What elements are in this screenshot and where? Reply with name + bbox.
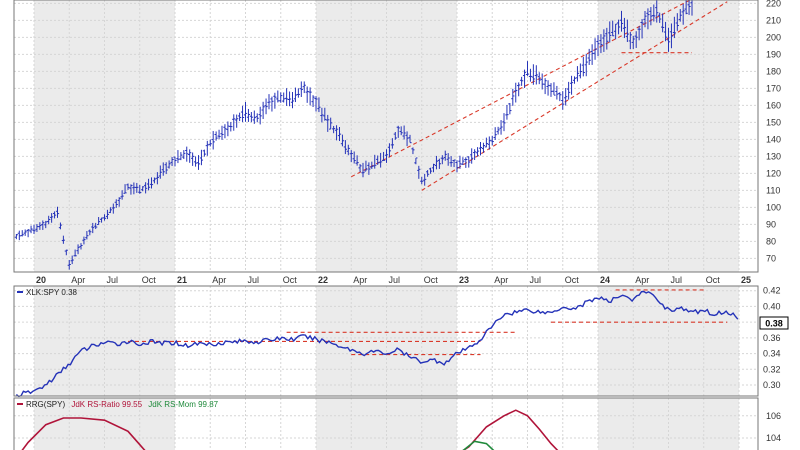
x-axis-tick-label: Apr	[353, 275, 367, 285]
price-bars	[14, 0, 693, 270]
ratio-value-box: 0.38	[759, 316, 789, 330]
time-axis: 20 Apr Jul Oct 21 Apr Jul Oct 22 Apr Jul Oct 23 Apr Ju…	[36, 275, 751, 285]
rrg-label-base: RRG(SPY)	[26, 400, 65, 409]
ratio-y-tick-label: 0.42	[763, 286, 781, 296]
ratio-series-line	[15, 290, 739, 398]
rrg-panel: 106 104 RRG(SPY) JdK RS-Ratio 99.55 JdK R…	[13, 397, 781, 450]
x-axis-tick-label: Apr	[635, 275, 649, 285]
rrg-y-tick-label: 106	[766, 411, 781, 421]
price-y-tick-label: 190	[766, 49, 781, 59]
ratio-y-tick-label: 0.36	[763, 333, 781, 343]
rrg-label-rs-mom: JdK RS-Mom 99.87	[148, 400, 218, 409]
price-y-tick-label: 200	[766, 32, 781, 42]
ratio-value-box-frame	[759, 316, 789, 330]
x-axis-tick-label: Apr	[71, 275, 85, 285]
price-y-tick-label: 170	[766, 83, 781, 93]
price-panel: 220 210 200 190 180 170 160 150 140 130 120 110 100 9…	[13, 0, 781, 273]
price-y-tick-label: 100	[766, 202, 781, 212]
ratio-y-tick-label: 0.30	[763, 380, 781, 390]
price-y-tick-label: 210	[766, 15, 781, 25]
ratio-y-tick-label: 0.32	[763, 364, 781, 374]
price-y-tick-label: 150	[766, 117, 781, 127]
x-axis-tick-label: Oct	[565, 275, 580, 285]
price-y-tick-label: 140	[766, 134, 781, 144]
x-axis-tick-label: Jul	[389, 275, 401, 285]
price-y-tick-label: 180	[766, 66, 781, 76]
x-axis-tick-label: Oct	[142, 275, 157, 285]
price-channel-line	[350, 0, 692, 178]
price-y-tick-label: 160	[766, 100, 781, 110]
price-y-tick-label: 110	[766, 185, 780, 195]
ratio-frame	[13, 285, 759, 397]
x-axis-tick-label: 24	[600, 275, 610, 285]
x-axis-tick-label: 20	[36, 275, 46, 285]
rrg-frame	[13, 397, 759, 450]
x-axis-tick-label: Oct	[706, 275, 721, 285]
ratio-value-box-text: 0.38	[765, 319, 783, 329]
price-y-tick-label: 220	[766, 0, 781, 8]
ratio-y-tick-label: 0.34	[763, 349, 781, 359]
price-y-tick-label: 90	[766, 219, 776, 229]
x-axis-tick-label: Jul	[671, 275, 683, 285]
rrg-label-rs-ratio: JdK RS-Ratio 99.55	[71, 400, 142, 409]
x-axis-tick-label: Jul	[107, 275, 119, 285]
price-y-tick-label: 120	[766, 168, 781, 178]
ratio-trend-lines	[128, 289, 728, 356]
ratio-y-tick-label: 0.40	[763, 301, 781, 311]
ratio-legend: XLK:SPY 0.38	[17, 288, 78, 297]
x-axis-tick-label: 23	[459, 275, 469, 285]
x-axis-tick-label: 21	[177, 275, 187, 285]
ratio-label: XLK:SPY 0.38	[26, 288, 78, 297]
rrg-label: RRG(SPY) JdK RS-Ratio 99.55 JdK RS-Mom 9…	[26, 400, 219, 409]
price-y-tick-label: 80	[766, 236, 776, 246]
rrg-y-tick-label: 104	[766, 433, 781, 443]
rrg-grid	[14, 398, 758, 450]
price-trend-lines	[350, 0, 728, 191]
x-axis-tick-label: 25	[741, 275, 751, 285]
x-axis-tick-label: Apr	[212, 275, 226, 285]
ratio-shading	[34, 286, 739, 396]
price-y-tick-label: 70	[766, 253, 776, 263]
x-axis-tick-label: 22	[318, 275, 328, 285]
rs-mom-line	[462, 440, 495, 450]
year-shade-band	[598, 286, 739, 396]
rrg-y-axis: 106 104	[766, 411, 781, 443]
ratio-panel: 0.42 0.40 0.38 0.36 0.34 0.32 0.30 XLK:SPY 0.3…	[13, 285, 789, 398]
price-y-tick-label: 130	[766, 151, 781, 161]
price-channel-line	[421, 1, 728, 191]
rs-ratio-line	[21, 409, 559, 450]
x-axis-tick-label: Jul	[530, 275, 542, 285]
price-frame	[13, 0, 759, 273]
x-axis-tick-label: Oct	[283, 275, 298, 285]
x-axis-tick-label: Jul	[248, 275, 260, 285]
x-axis-tick-label: Oct	[424, 275, 439, 285]
price-y-axis: 220 210 200 190 180 170 160 150 140 130 120 110 100 9…	[766, 0, 781, 263]
x-axis-tick-label: Apr	[494, 275, 508, 285]
rrg-legend: RRG(SPY) JdK RS-Ratio 99.55 JdK RS-Mom 9…	[17, 400, 219, 409]
